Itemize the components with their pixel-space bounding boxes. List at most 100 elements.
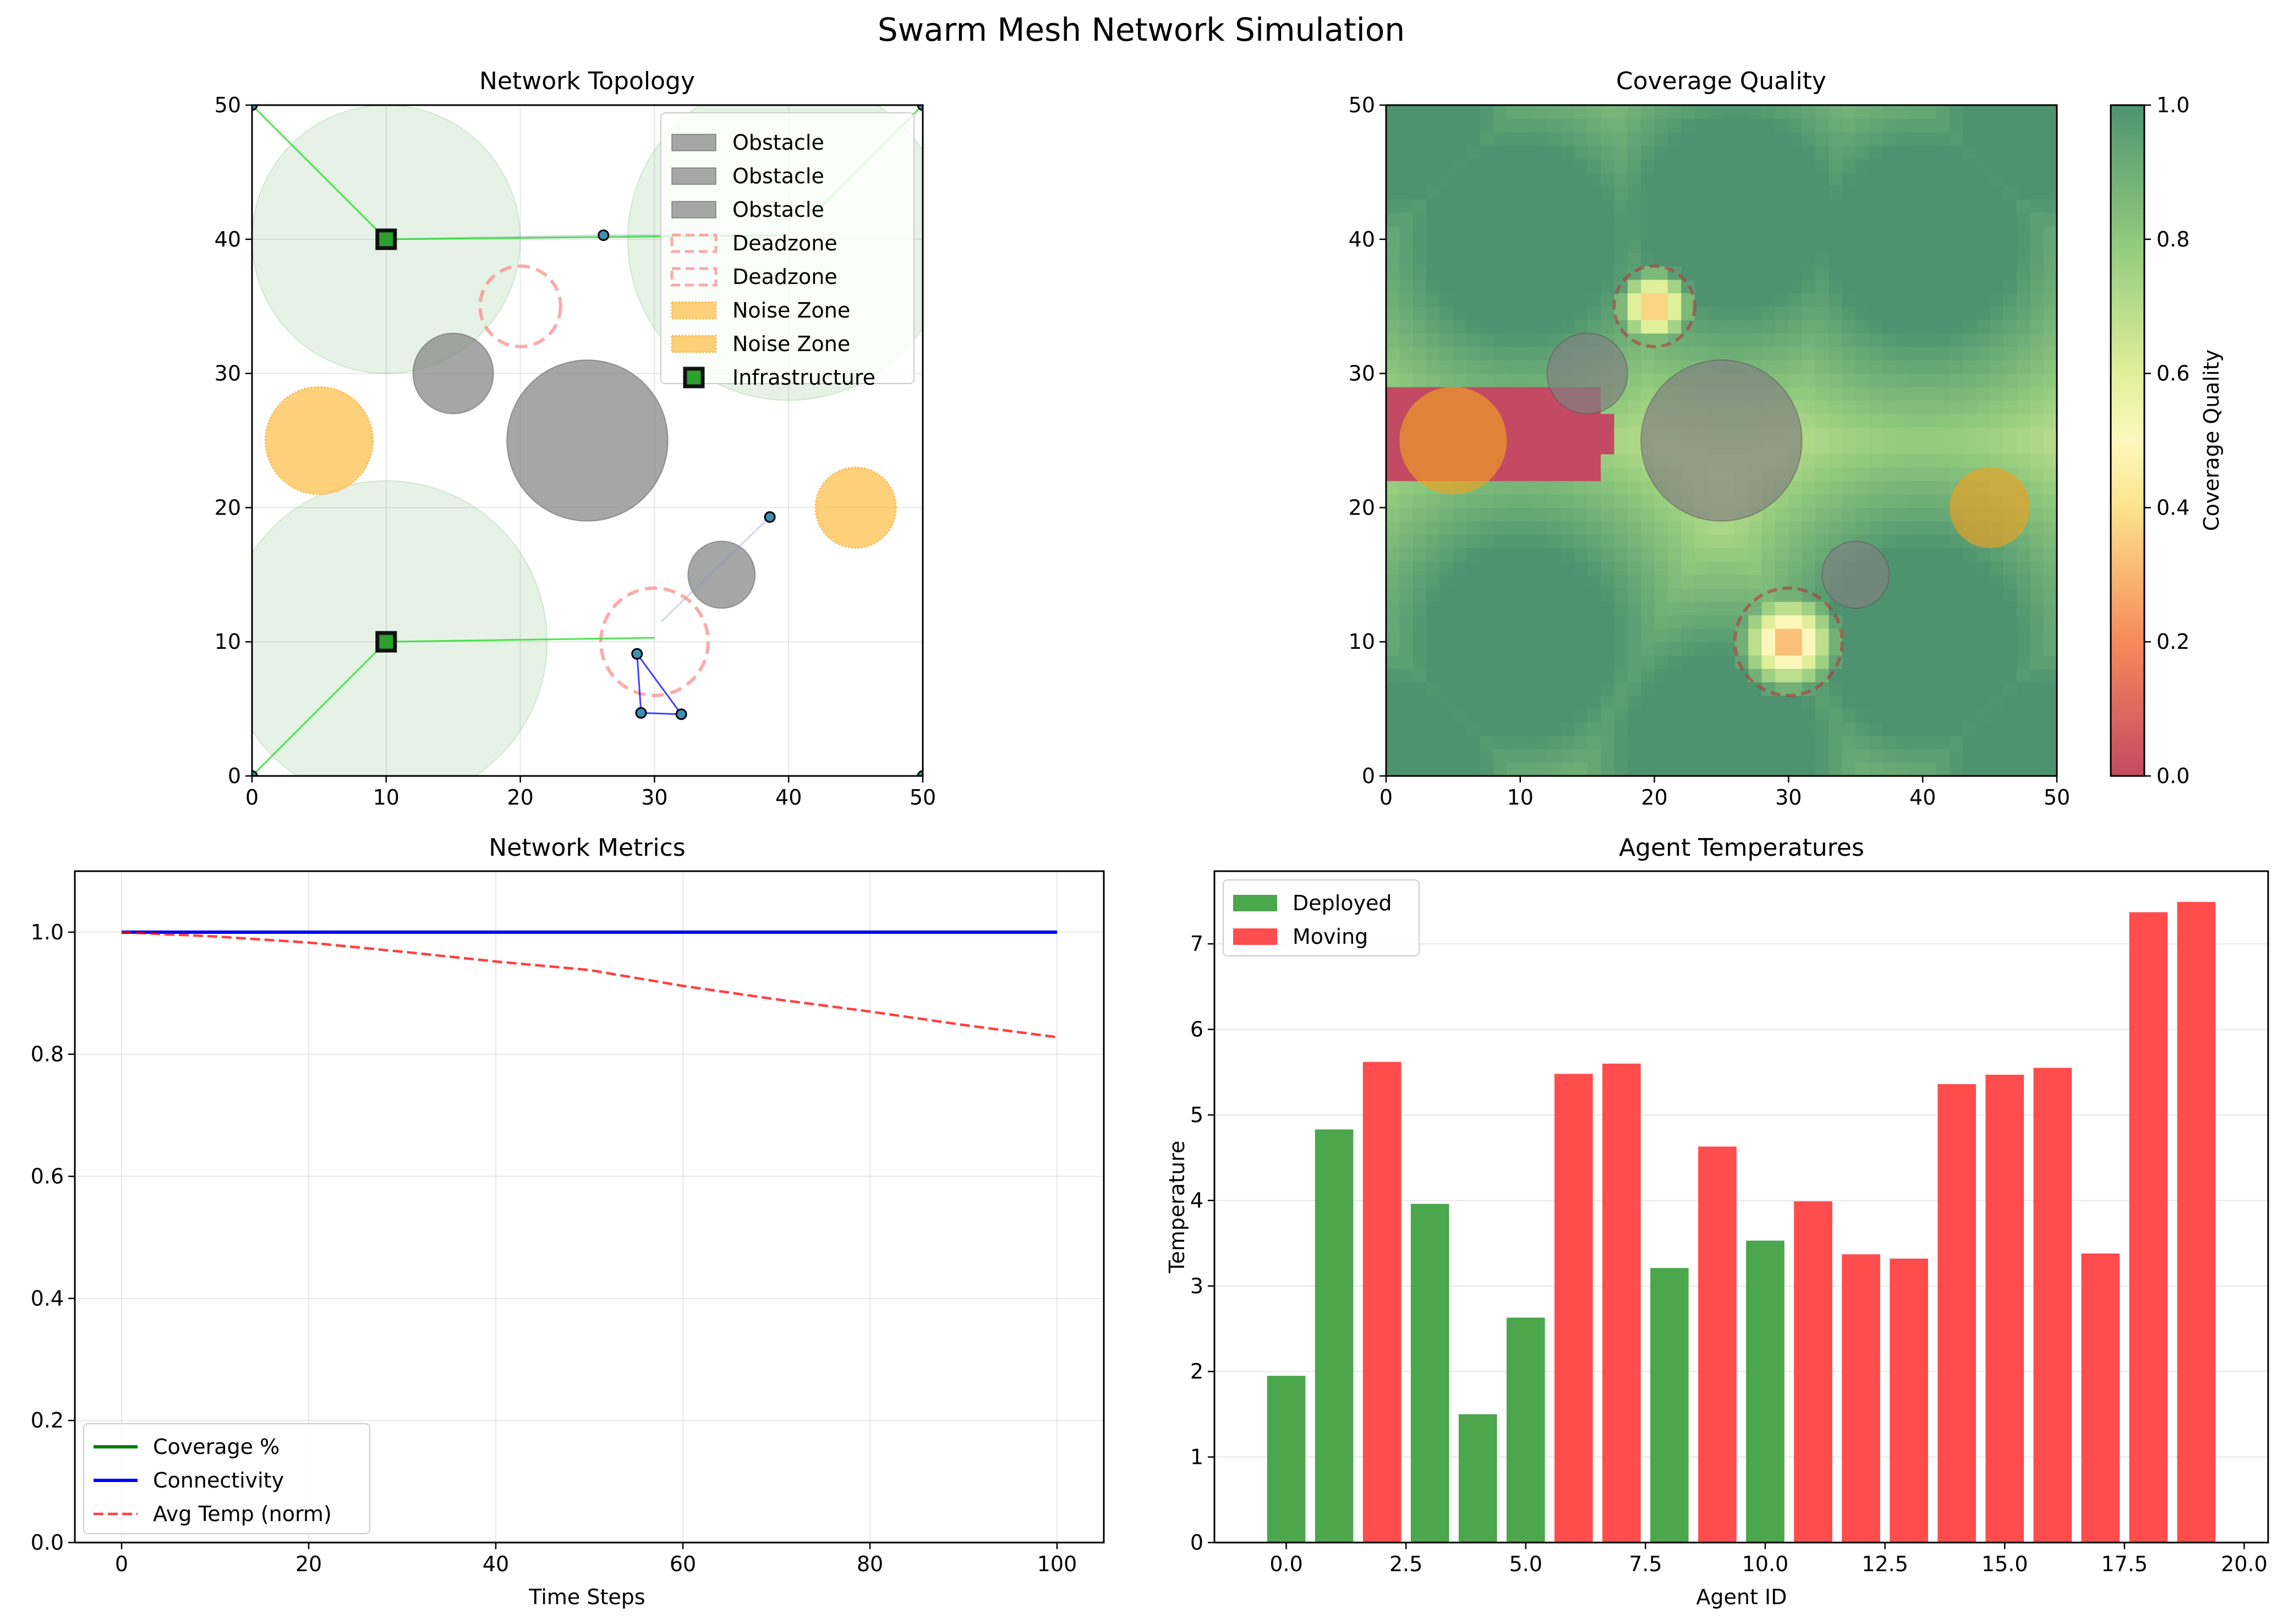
heatmap-cell	[1507, 253, 1521, 267]
heatmap-cell	[1896, 521, 1910, 535]
heatmap-cell	[2043, 253, 2057, 267]
heatmap-cell	[1560, 453, 1574, 468]
heatmap-cell	[1802, 602, 1816, 616]
heatmap-cell	[1949, 467, 1963, 482]
heatmap-cell	[1963, 279, 1977, 293]
heatmap-cell	[1842, 709, 1856, 723]
heatmap-cell	[2043, 735, 2057, 750]
heatmap-cell	[1534, 749, 1548, 763]
heatmap-cell	[1882, 346, 1897, 360]
heatmap-cell	[1601, 132, 1615, 146]
heatmap-cell	[1399, 145, 1414, 160]
heatmap-cell	[1560, 628, 1574, 642]
heatmap-cell	[1466, 132, 1481, 146]
heatmap-cell	[1453, 132, 1467, 146]
heatmap-cell	[1748, 642, 1762, 656]
heatmap-cell	[1520, 709, 1534, 723]
heatmap-cell	[1412, 722, 1427, 736]
heatmap-cell	[1882, 105, 1897, 119]
heatmap-cell	[1386, 333, 1400, 347]
heatmap-cell	[1681, 172, 1695, 186]
heatmap-cell	[1480, 494, 1494, 508]
heatmap-cell	[1601, 467, 1615, 482]
heatmap-cell	[1761, 185, 1776, 200]
heatmap-cell	[1399, 588, 1414, 602]
heatmap-cell	[1896, 320, 1910, 334]
heatmap-cell	[1587, 199, 1601, 213]
heatmap-cell	[1721, 253, 1735, 267]
heatmap-cell	[1949, 615, 1963, 629]
heatmap-cell	[1453, 628, 1467, 642]
agent-node	[917, 770, 923, 776]
heatmap-cell	[1802, 320, 1816, 334]
heatmap-cell	[1574, 158, 1588, 173]
heatmap-cell	[1614, 655, 1628, 669]
heatmap-cell	[1641, 212, 1655, 227]
heatmap-cell	[1882, 158, 1897, 173]
heatmap-cell	[1466, 575, 1481, 589]
heatmap-cell	[1534, 655, 1548, 669]
heatmap-cell	[1480, 709, 1494, 723]
heatmap-cell	[2043, 534, 2057, 549]
agent-node	[635, 707, 647, 719]
heatmap-cell	[1869, 279, 1883, 293]
heatmap-cell	[1990, 158, 2004, 173]
heatmap-cell	[1734, 266, 1749, 280]
heatmap-cell	[1708, 575, 1722, 589]
heatmap-cell	[1828, 682, 1843, 696]
legend-noise-zone-swatch	[671, 301, 717, 320]
heatmap-cell	[1681, 602, 1695, 616]
heatmap-cell	[1480, 226, 1494, 240]
heatmap-cell	[1990, 682, 2004, 696]
heatmap-cell	[1614, 440, 1628, 455]
topology-ytick-label: 30	[215, 362, 241, 386]
heatmap-cell	[1815, 494, 1830, 508]
heatmap-cell	[1386, 467, 1400, 482]
heatmap-cell	[1788, 320, 1803, 334]
heatmap-cell	[2016, 682, 2030, 696]
heatmap-cell	[1976, 602, 1990, 616]
heatmap-cell	[1520, 105, 1534, 119]
heatmap-cell	[1869, 453, 1883, 468]
heatmap-cell	[1882, 480, 1897, 495]
heatmap-cell	[1963, 453, 1977, 468]
heatmap-cell	[1963, 386, 1977, 401]
heatmap-cell	[2043, 105, 2057, 119]
heatmap-cell	[1601, 158, 1615, 173]
topology-ytick-label: 50	[215, 93, 241, 117]
heatmap-cell	[1412, 655, 1427, 669]
heatmap-cell	[2003, 453, 2017, 468]
heatmap-cell	[1869, 507, 1883, 522]
heatmap-cell	[1560, 118, 1574, 133]
heatmap-cell	[1654, 602, 1668, 616]
heatmap-cell	[1574, 749, 1588, 763]
heatmap-cell	[2043, 749, 2057, 763]
heatmap-cell	[2030, 615, 2044, 629]
heatmap-cell	[1453, 709, 1467, 723]
heatmap-cell	[1399, 561, 1414, 575]
heatmap-cell	[1412, 615, 1427, 629]
heatmap-cell	[1923, 199, 1937, 213]
heatmap-cell	[1708, 749, 1722, 763]
heatmap-cell	[1949, 226, 1963, 240]
heatmap-cell	[1748, 561, 1762, 575]
heatmap-cell	[1990, 306, 2004, 320]
heatmap-cell	[2016, 615, 2030, 629]
heatmap-cell	[1614, 749, 1628, 763]
topology-ytick-label: 40	[215, 227, 241, 251]
heatmap-cell	[1734, 293, 1749, 307]
heatmap-cell	[1520, 695, 1534, 709]
heatmap-cell	[1976, 145, 1990, 160]
heatmap-cell	[1480, 602, 1494, 616]
heatmap-cell	[1480, 360, 1494, 374]
heatmap-cell	[1976, 333, 1990, 347]
heatmap-cell	[1520, 320, 1534, 334]
heatmap-cell	[1990, 749, 2004, 763]
heatmap-cell	[1560, 762, 1574, 777]
heatmap-cell	[1748, 320, 1762, 334]
heatmap-cell	[1976, 185, 1990, 200]
heatmap-cell	[1439, 668, 1454, 682]
heatmap-cell	[1627, 172, 1641, 186]
heatmap-cell	[1976, 735, 1990, 750]
heatmap-cell	[1815, 212, 1830, 227]
